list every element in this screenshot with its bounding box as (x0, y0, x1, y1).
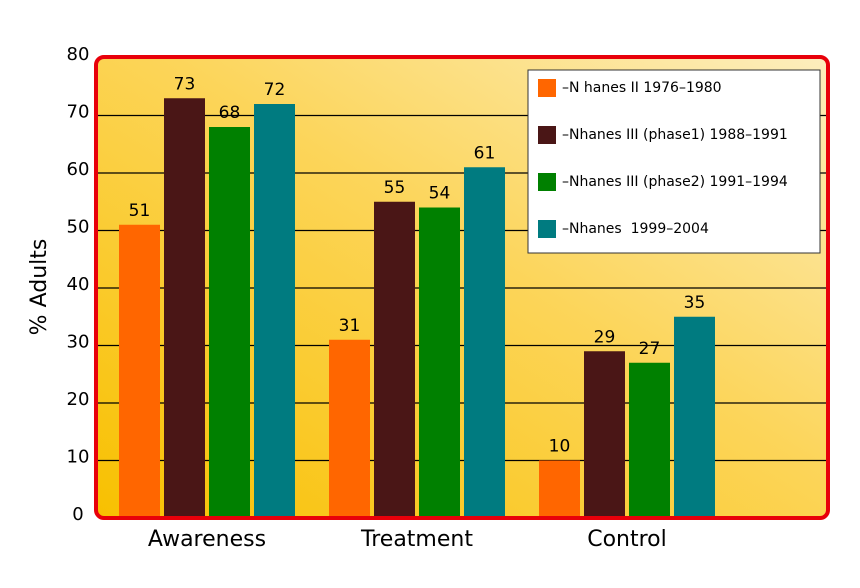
bar (539, 460, 580, 518)
bars (119, 98, 715, 518)
legend-label: –N hanes II 1976–1980 (562, 80, 722, 96)
value-label: 54 (429, 184, 451, 204)
bar (374, 201, 415, 518)
value-label: 27 (639, 339, 661, 359)
legend-label: –Nhanes III (phase2) 1991–1994 (562, 174, 788, 190)
legend-swatch (538, 79, 556, 97)
value-label: 51 (129, 201, 151, 221)
y-tick-label: 20 (67, 389, 90, 410)
value-label: 61 (474, 143, 496, 163)
bar (119, 224, 160, 518)
x-tick-label: Treatment (360, 527, 473, 552)
y-tick-label: 0 (72, 504, 83, 525)
y-tick-label: 10 (67, 447, 90, 468)
bar (464, 167, 505, 518)
y-tick-label: 80 (67, 44, 90, 65)
legend-box (527, 69, 821, 254)
x-tick-label: Control (587, 527, 667, 552)
value-label: 35 (684, 293, 706, 313)
y-tick-label: 50 (67, 217, 90, 238)
value-label: 68 (219, 103, 241, 123)
bar (419, 207, 460, 518)
y-axis-title: % Adults (27, 239, 52, 336)
value-label: 73 (174, 74, 196, 94)
legend-swatch (538, 173, 556, 191)
bar (584, 351, 625, 518)
bar (209, 127, 250, 518)
y-tick-label: 30 (67, 332, 90, 353)
value-label: 55 (384, 178, 406, 198)
bar (674, 316, 715, 518)
legend-label: –Nhanes 1999–2004 (562, 221, 709, 237)
value-label: 29 (594, 327, 616, 347)
bar (164, 98, 205, 518)
plot-border (94, 55, 830, 520)
bar (629, 362, 670, 518)
legend-label: –Nhanes III (phase1) 1988–1991 (562, 127, 788, 143)
bar (254, 104, 295, 518)
value-label: 72 (264, 80, 286, 100)
bar (329, 339, 370, 518)
y-tick-label: 40 (67, 274, 90, 295)
legend-swatch (538, 126, 556, 144)
legend-swatch (538, 220, 556, 238)
y-tick-label: 70 (67, 102, 90, 123)
y-tick-label: 60 (67, 159, 90, 180)
value-label: 10 (549, 437, 571, 457)
value-label: 31 (339, 316, 361, 336)
x-tick-label: Awareness (148, 527, 266, 552)
